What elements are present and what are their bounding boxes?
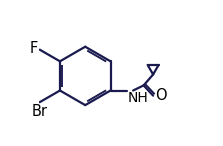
Text: F: F xyxy=(30,41,38,56)
Text: NH: NH xyxy=(127,91,148,105)
Text: Br: Br xyxy=(32,104,48,119)
Text: O: O xyxy=(155,88,167,103)
